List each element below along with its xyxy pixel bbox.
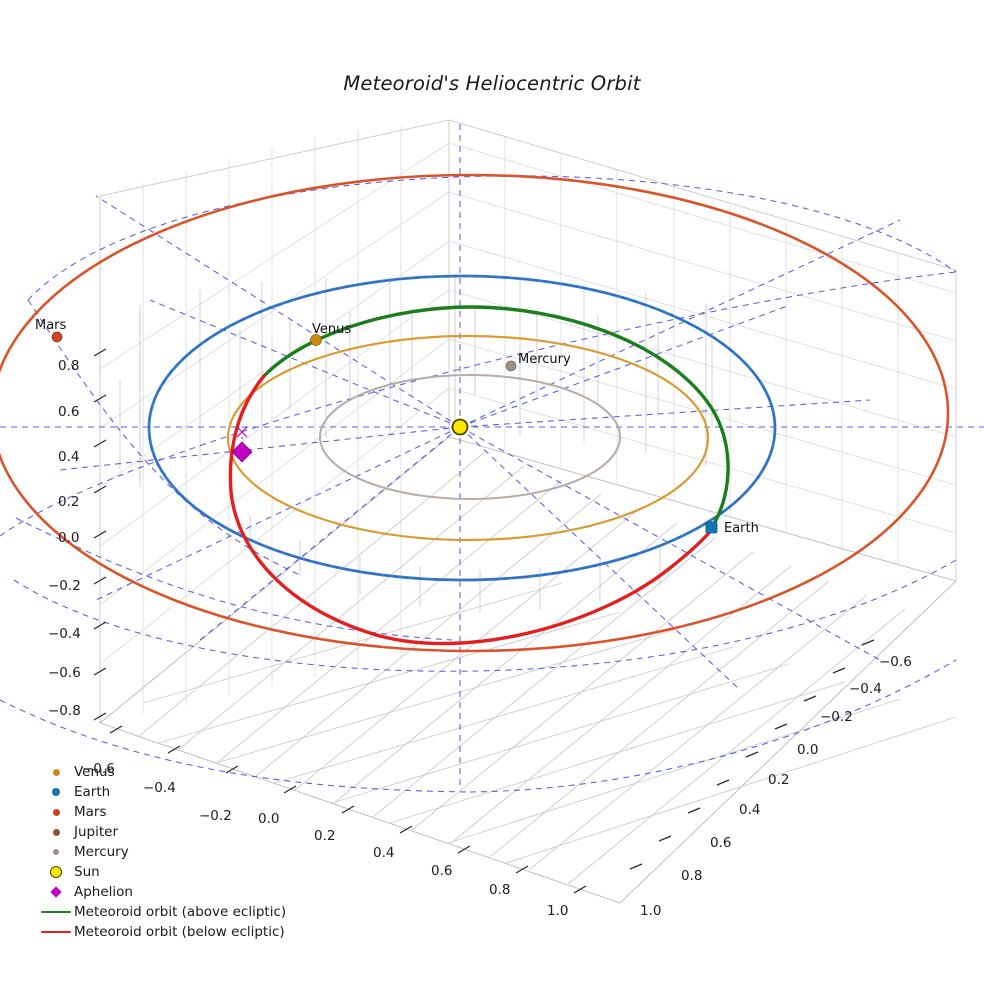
- tick-label-z-6: −0.4: [48, 626, 81, 642]
- tick-label-y-5: 0.4: [739, 802, 761, 818]
- legend-circle-marker: [52, 808, 60, 816]
- tick-label-y-7: 0.8: [681, 868, 703, 884]
- legend-item-label: Aphelion: [74, 884, 133, 900]
- legend-item-label: Jupiter: [74, 824, 119, 840]
- tick-marks: [93, 348, 875, 894]
- mars-label: Mars: [35, 318, 67, 333]
- legend-circle-marker: [50, 866, 62, 878]
- legend: Venus Earth Mars Jupiter Mercury Sun Aphelion M…: [38, 762, 298, 942]
- legend-item-label: Sun: [74, 864, 100, 880]
- tick-label-x-5: 0.4: [373, 845, 395, 861]
- legend-item[interactable]: Earth: [38, 782, 298, 802]
- tick-label-x-6: 0.6: [431, 863, 453, 879]
- meteoroid-orbit: [228, 305, 730, 646]
- legend-circle-marker: [52, 768, 60, 776]
- venus-orbit: [226, 334, 710, 542]
- sun-marker: [451, 418, 469, 436]
- aphelion-marker: [231, 441, 253, 463]
- tick-label-y-6: 0.6: [710, 835, 732, 851]
- earth-orbit-dashed: [148, 275, 776, 581]
- mars-marker: [51, 331, 63, 343]
- legend-item[interactable]: Meteoroid orbit (above ecliptic): [38, 902, 298, 922]
- mercury-label: Mercury: [518, 352, 571, 367]
- tick-label-z-4: 0.0: [58, 530, 80, 546]
- mars-orbit: [0, 173, 950, 653]
- legend-item-label: Mercury: [74, 844, 129, 860]
- reference-lines: [0, 120, 984, 793]
- legend-line-swatch: [41, 930, 71, 934]
- legend-item[interactable]: Sun: [38, 862, 298, 882]
- legend-diamond-marker: [50, 886, 62, 898]
- tick-label-z-1: 0.6: [58, 404, 80, 420]
- tick-label-z-7: −0.6: [48, 665, 81, 681]
- legend-item-label: Earth: [74, 784, 111, 800]
- tick-label-x-3: 0.0: [258, 811, 280, 827]
- legend-item-label: Meteoroid orbit (below ecliptic): [74, 924, 285, 940]
- meteoroid-orbit-above: [262, 305, 730, 526]
- legend-item-label: Mars: [74, 804, 107, 820]
- earth-marker: [705, 521, 718, 534]
- legend-item[interactable]: Jupiter: [38, 822, 298, 842]
- meteoroid-orbit-below: [228, 374, 715, 646]
- celestial-body-markers: [51, 331, 718, 534]
- tick-label-x-7: 0.8: [489, 882, 511, 898]
- orbit-stems: [119, 277, 713, 612]
- legend-item[interactable]: Aphelion: [38, 882, 298, 902]
- tick-label-y-8: 1.0: [640, 903, 662, 919]
- tick-label-x-2: −0.2: [199, 808, 232, 824]
- venus-label: Venus: [312, 322, 352, 337]
- legend-item-label: Meteoroid orbit (above ecliptic): [74, 904, 287, 920]
- tick-label-x-8: 1.0: [547, 903, 569, 919]
- tick-label-y-0: −0.6: [879, 654, 912, 670]
- right-wall-grid: [448, 119, 957, 582]
- venus-marker: [310, 334, 322, 346]
- legend-item[interactable]: Meteoroid orbit (below ecliptic): [38, 922, 298, 942]
- page-title: Meteoroid's Heliocentric Orbit: [343, 72, 641, 95]
- tick-label-z-0: 0.8: [58, 358, 80, 374]
- legend-item-label: Venus: [74, 764, 115, 780]
- tick-label-y-3: 0.0: [797, 742, 819, 758]
- tick-label-z-3: 0.2: [58, 494, 80, 510]
- tick-label-x-1: −0.4: [143, 780, 176, 796]
- legend-item[interactable]: Mars: [38, 802, 298, 822]
- legend-circle-marker: [53, 849, 59, 855]
- tick-label-z-8: −0.8: [48, 703, 81, 719]
- tick-label-z-5: −0.2: [48, 578, 81, 594]
- legend-circle-marker: [52, 828, 60, 836]
- tick-label-x-4: 0.2: [314, 828, 336, 844]
- mercury-marker: [505, 360, 517, 372]
- tick-label-x-0: −0.6: [82, 761, 115, 777]
- tick-label-y-1: −0.4: [849, 681, 882, 697]
- aphelion-projection: [236, 426, 248, 446]
- earth-label: Earth: [724, 521, 759, 536]
- legend-item[interactable]: Venus: [38, 762, 298, 782]
- tick-label-z-2: 0.4: [58, 449, 80, 465]
- tick-label-y-4: 0.2: [768, 772, 790, 788]
- tick-label-y-2: −0.2: [820, 709, 853, 725]
- legend-line-swatch: [41, 910, 71, 914]
- planet-orbits: [0, 173, 950, 653]
- legend-item[interactable]: Mercury: [38, 842, 298, 862]
- legend-circle-marker: [52, 788, 60, 796]
- mercury-orbit: [318, 373, 622, 501]
- floor-grid: [99, 436, 957, 904]
